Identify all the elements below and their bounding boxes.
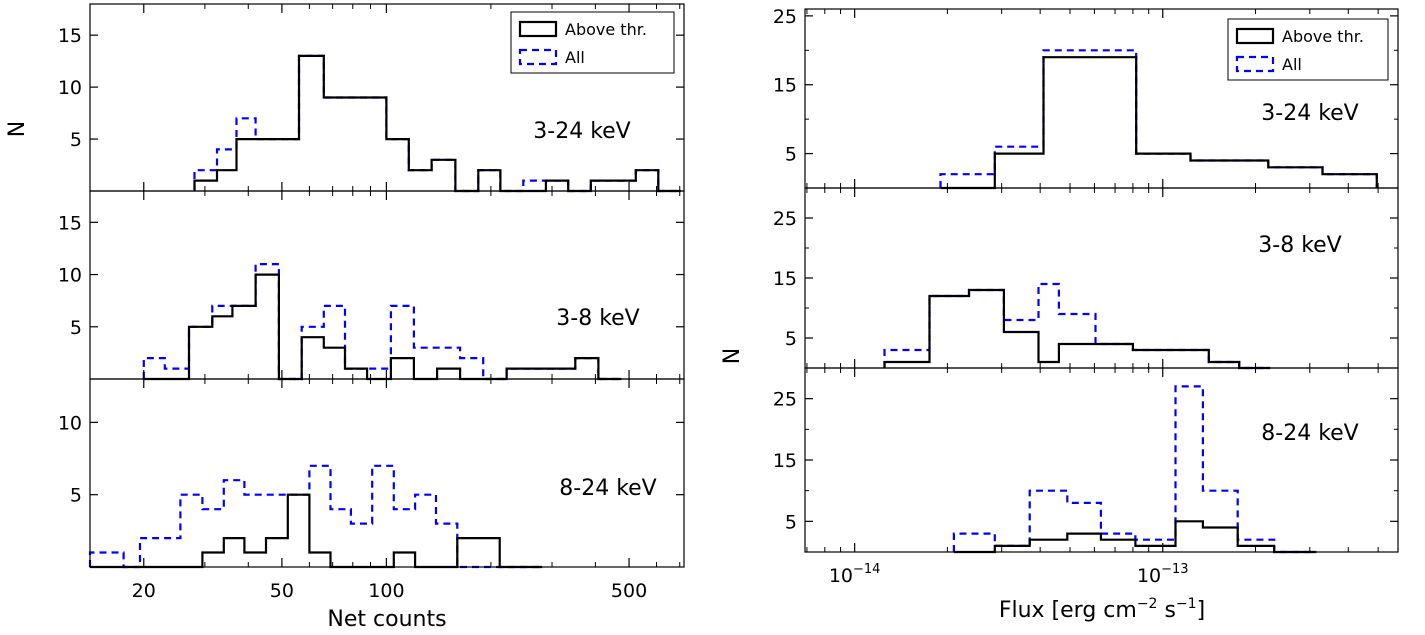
left-x-axis-label: Net counts [327, 607, 446, 632]
panels-group: 5 10 15 3-24 keV Above thr. All 5 10 15 3-8 keV 5 1… [58, 3, 1399, 602]
series-above-thr-line [90, 493, 543, 569]
y-tick-label: 15 [773, 450, 797, 472]
right-y-axis-label: N [720, 348, 745, 364]
legend-label-above-thr: Above thr. [1282, 27, 1364, 46]
band-label: 3-24 keV [533, 119, 630, 144]
panel-frame [804, 187, 1399, 369]
y-tick-label: 5 [70, 129, 82, 151]
band-label: 3-8 keV [1258, 233, 1341, 258]
y-tick-label: 5 [785, 511, 797, 533]
y-tick-label: 15 [773, 268, 797, 290]
x-tick-label: 10−13 [1137, 562, 1189, 587]
x-tick-label: 500 [611, 580, 647, 602]
y-tick-label: 25 [773, 389, 797, 411]
band-label: 8-24 keV [1261, 421, 1358, 446]
y-tick-label: 10 [58, 77, 82, 99]
legend: Above thr. All [510, 11, 675, 74]
series-above-thr-line [143, 273, 622, 381]
y-tick-label: 25 [773, 208, 797, 230]
y-tick-label: 15 [58, 212, 82, 234]
band-label: 8-24 keV [559, 476, 656, 501]
panel-left-middle: 5 10 15 3-8 keV [58, 190, 685, 381]
legend: Above thr. All [1227, 18, 1389, 81]
y-tick-label: 5 [785, 144, 797, 166]
y-tick-label: 5 [785, 328, 797, 350]
series-all-line [142, 263, 622, 381]
panel-right-middle: 5 15 25 3-8 keV [773, 187, 1399, 370]
y-tick-label: 10 [58, 265, 82, 287]
series-above-thr-line [953, 520, 1317, 554]
legend-label-above-thr: Above thr. [565, 20, 647, 39]
y-tick-label: 10 [58, 412, 82, 434]
y-tick-label: 5 [70, 485, 82, 507]
y-tick-label: 25 [773, 6, 797, 28]
legend-label-all: All [1282, 55, 1302, 74]
legend-label-all: All [565, 48, 585, 67]
series-above-thr-line [193, 54, 681, 193]
series-all-line [88, 464, 543, 569]
series-above-thr-line [940, 56, 1378, 190]
legend-swatch-all [1235, 55, 1275, 73]
series-above-thr-line [883, 288, 1271, 370]
left-y-axis-label: N [5, 121, 30, 137]
band-label: 3-8 keV [556, 306, 639, 331]
legend-swatch-above-thr [1235, 27, 1275, 45]
y-tick-label: 5 [70, 317, 82, 339]
panel-frame [89, 378, 685, 568]
y-tick-label: 15 [58, 25, 82, 47]
series-all-line [952, 385, 1317, 554]
legend-swatch-all [518, 48, 558, 66]
legend-swatch-above-thr [518, 20, 558, 38]
panel-left-top: 5 10 15 3-24 keV Above thr. All [58, 3, 685, 193]
x-tick-label: 50 [270, 580, 294, 602]
x-tick-label: 100 [368, 580, 404, 602]
panel-frame [89, 190, 685, 380]
series-all-line [193, 54, 681, 193]
right-x-axis-label: Flux [erg cm−2 s−1] [999, 596, 1205, 623]
y-tick-label: 15 [773, 75, 797, 97]
band-label: 3-24 keV [1261, 101, 1358, 126]
x-tick-label: 10−14 [829, 562, 881, 587]
panel-left-bottom: 5 10 20 50 100 500 8-24 keV [58, 378, 685, 602]
panel-right-top: 5 15 25 3-24 keV Above thr. All [773, 6, 1399, 190]
x-tick-label: 20 [132, 580, 156, 602]
panel-right-bottom: 5 15 25 10−14 10−13 8-24 keV [773, 367, 1399, 587]
